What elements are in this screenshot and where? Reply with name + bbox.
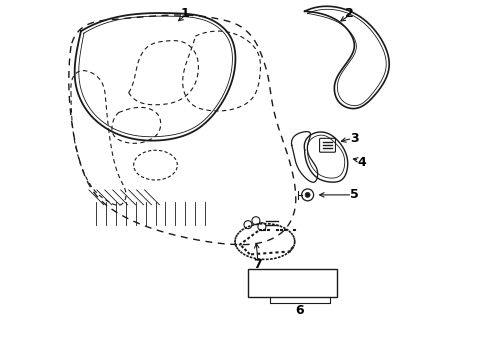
Circle shape: [305, 192, 309, 197]
FancyBboxPatch shape: [319, 138, 335, 152]
Text: 2: 2: [345, 7, 353, 20]
Text: 7: 7: [253, 258, 262, 271]
Bar: [247, 269, 337, 297]
Circle shape: [301, 189, 313, 201]
Text: 5: 5: [349, 188, 358, 201]
Circle shape: [251, 217, 260, 225]
Text: 3: 3: [349, 132, 358, 145]
Circle shape: [244, 221, 251, 229]
Circle shape: [257, 223, 265, 231]
Text: 4: 4: [356, 156, 365, 168]
Text: 1: 1: [181, 7, 189, 20]
Text: 6: 6: [295, 305, 304, 318]
